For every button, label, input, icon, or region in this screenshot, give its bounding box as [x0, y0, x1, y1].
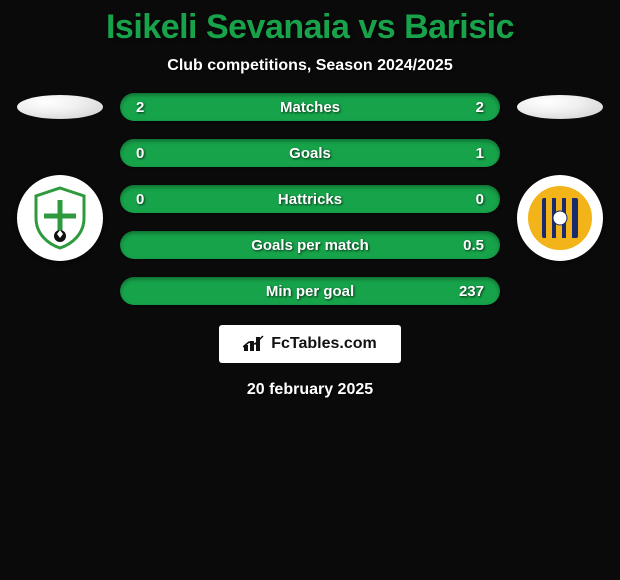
bar-chart-icon	[243, 335, 265, 353]
stat-label: Min per goal	[266, 283, 354, 300]
stat-bars: 2 Matches 2 0 Goals 1 0 Hattricks 0 Goal…	[110, 93, 510, 305]
stat-label: Matches	[280, 99, 340, 116]
stat-left-value: 0	[136, 191, 144, 208]
subtitle: Club competitions, Season 2024/2025	[167, 57, 452, 75]
stat-right-value: 0.5	[463, 237, 484, 254]
comparison-card: Isikeli Sevanaia vs Barisic Club competi…	[0, 0, 620, 580]
right-column	[510, 93, 610, 305]
stat-label: Goals	[289, 145, 331, 162]
page-title: Isikeli Sevanaia vs Barisic	[106, 8, 514, 47]
player-disc-left	[17, 95, 103, 119]
stat-left-value: 0	[136, 145, 144, 162]
stats-block: 2 Matches 2 0 Goals 1 0 Hattricks 0 Goal…	[0, 93, 620, 305]
club-crest-left	[17, 175, 103, 261]
footer-date: 20 february 2025	[247, 381, 373, 399]
player-disc-right	[517, 95, 603, 119]
stat-right-value: 0	[476, 191, 484, 208]
branding-text: FcTables.com	[271, 335, 377, 353]
stat-right-value: 2	[476, 99, 484, 116]
stat-row-matches: 2 Matches 2	[120, 93, 500, 121]
shield-icon	[526, 184, 594, 252]
stat-row-goals-per-match: Goals per match 0.5	[120, 231, 500, 259]
stat-row-goals: 0 Goals 1	[120, 139, 500, 167]
branding-box[interactable]: FcTables.com	[219, 325, 401, 363]
shield-icon	[26, 184, 94, 252]
stat-right-value: 1	[476, 145, 484, 162]
stat-label: Goals per match	[251, 237, 369, 254]
left-column	[10, 93, 110, 305]
stat-label: Hattricks	[278, 191, 342, 208]
stat-row-min-per-goal: Min per goal 237	[120, 277, 500, 305]
stat-right-value: 237	[459, 283, 484, 300]
club-crest-right	[517, 175, 603, 261]
stat-left-value: 2	[136, 99, 144, 116]
stat-row-hattricks: 0 Hattricks 0	[120, 185, 500, 213]
